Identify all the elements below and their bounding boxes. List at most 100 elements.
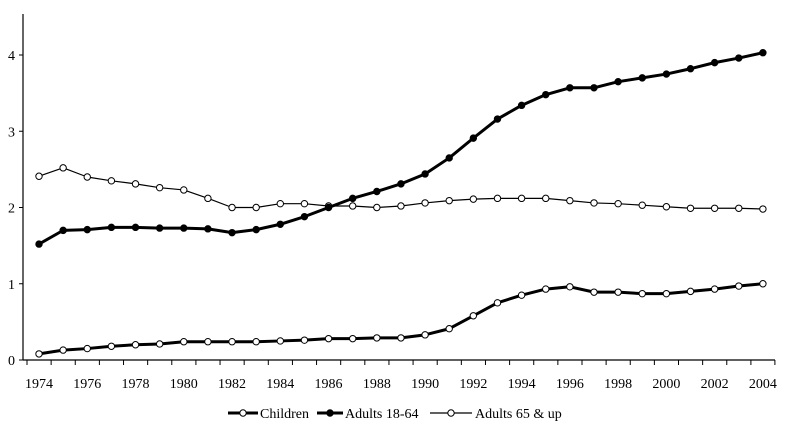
data-point bbox=[638, 289, 646, 298]
data-point bbox=[517, 101, 526, 110]
data-point bbox=[469, 134, 478, 142]
data-point bbox=[131, 223, 140, 232]
data-point bbox=[735, 204, 743, 212]
data-point bbox=[397, 180, 405, 188]
data-point bbox=[252, 203, 260, 212]
data-point bbox=[348, 202, 357, 210]
data-point bbox=[373, 187, 381, 196]
data-point bbox=[373, 334, 381, 342]
x-tick-label: 1980 bbox=[170, 377, 198, 392]
data-point bbox=[735, 282, 743, 290]
series-adults-65-up bbox=[35, 164, 767, 213]
data-point bbox=[421, 170, 429, 178]
data-point bbox=[542, 194, 550, 203]
data-point bbox=[566, 283, 574, 291]
data-point bbox=[759, 280, 767, 288]
data-point bbox=[517, 194, 526, 203]
data-point bbox=[204, 194, 212, 203]
data-point bbox=[107, 177, 116, 185]
data-point bbox=[590, 288, 598, 296]
data-point bbox=[493, 194, 502, 203]
x-tick-label: 1974 bbox=[25, 377, 53, 392]
series-line bbox=[38, 282, 764, 356]
legend-label: Children bbox=[260, 407, 309, 422]
data-point bbox=[566, 196, 574, 205]
data-point bbox=[204, 225, 212, 233]
data-point bbox=[517, 291, 526, 299]
data-point bbox=[614, 199, 622, 208]
data-point bbox=[590, 84, 598, 92]
data-point bbox=[397, 202, 405, 210]
data-point bbox=[421, 199, 429, 207]
data-point bbox=[228, 338, 236, 346]
data-point bbox=[421, 331, 429, 339]
data-point bbox=[566, 84, 574, 92]
data-point bbox=[373, 203, 381, 212]
data-point bbox=[445, 196, 453, 205]
data-point bbox=[614, 288, 622, 296]
data-point bbox=[83, 225, 91, 234]
data-point bbox=[638, 201, 646, 209]
legend-item-children: Children bbox=[228, 407, 309, 422]
data-point bbox=[469, 195, 478, 203]
data-point bbox=[59, 164, 67, 172]
data-point bbox=[324, 203, 333, 212]
legend-item-adults-65-up: Adults 65 & up bbox=[430, 407, 562, 422]
x-tick-label: 1996 bbox=[556, 377, 584, 392]
data-point bbox=[614, 77, 622, 86]
legend-label: Adults 18-64 bbox=[345, 407, 419, 422]
x-tick-label: 1982 bbox=[218, 377, 246, 392]
data-point bbox=[686, 204, 695, 212]
legend-item-adults-18-64: Adults 18-64 bbox=[317, 407, 419, 422]
data-point bbox=[662, 203, 671, 211]
data-point bbox=[204, 338, 212, 346]
legend-swatch-marker bbox=[326, 409, 334, 417]
data-point bbox=[493, 299, 502, 307]
x-tick-label: 1992 bbox=[459, 377, 487, 392]
data-point bbox=[445, 325, 453, 333]
data-point bbox=[710, 204, 719, 212]
data-point bbox=[686, 287, 695, 296]
data-point bbox=[252, 225, 260, 234]
y-tick-label: 2 bbox=[8, 202, 15, 217]
data-point bbox=[445, 154, 453, 162]
data-point bbox=[686, 65, 695, 73]
data-point bbox=[131, 180, 140, 188]
data-point bbox=[155, 183, 164, 192]
x-tick-label: 2002 bbox=[701, 377, 729, 392]
data-point bbox=[83, 173, 91, 181]
data-point bbox=[276, 199, 284, 208]
data-point bbox=[710, 285, 719, 293]
legend-label: Adults 65 & up bbox=[475, 407, 562, 422]
data-point bbox=[710, 58, 719, 67]
series-children bbox=[35, 280, 767, 358]
data-point bbox=[59, 226, 67, 235]
series-line bbox=[38, 51, 764, 246]
data-point bbox=[83, 344, 91, 353]
x-tick-label: 1990 bbox=[411, 377, 439, 392]
y-tick-label: 4 bbox=[8, 49, 15, 64]
data-point bbox=[662, 289, 671, 298]
data-point bbox=[180, 186, 188, 194]
x-tick-label: 1988 bbox=[363, 377, 391, 392]
data-point bbox=[59, 346, 67, 354]
x-tick-label: 1986 bbox=[315, 377, 343, 392]
data-point bbox=[735, 54, 743, 62]
y-tick-label: 0 bbox=[8, 354, 15, 369]
x-tick-label: 2004 bbox=[749, 377, 777, 392]
data-point bbox=[348, 334, 357, 343]
data-point bbox=[300, 212, 309, 221]
y-tick-label: 1 bbox=[8, 278, 15, 293]
legend: Children Adults 18-64 Adults 65 & up bbox=[228, 407, 562, 422]
data-point bbox=[252, 338, 260, 346]
legend-swatch-marker bbox=[447, 409, 455, 417]
data-point bbox=[35, 240, 43, 248]
data-point bbox=[542, 285, 550, 293]
x-tick-label: 1976 bbox=[73, 377, 101, 392]
data-point bbox=[155, 224, 164, 232]
data-point bbox=[300, 199, 309, 208]
data-point bbox=[397, 334, 405, 342]
data-point bbox=[107, 223, 116, 232]
y-tick-label: 3 bbox=[8, 125, 15, 140]
